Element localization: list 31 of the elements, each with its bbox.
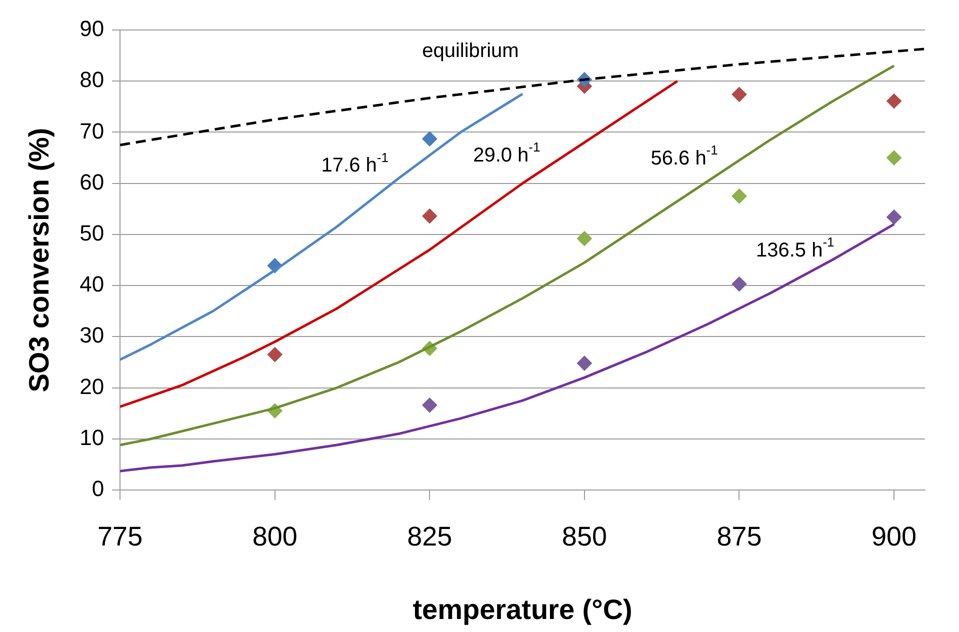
point	[732, 276, 747, 292]
y-tick-label: 20	[80, 374, 104, 399]
y-tick-label: 70	[80, 118, 104, 144]
y-tick-label: 30	[80, 322, 104, 348]
y-tick-label: 10	[80, 424, 104, 450]
point	[576, 356, 592, 371]
x-tick-label: 800	[252, 522, 298, 552]
point	[886, 210, 902, 225]
point	[576, 231, 592, 246]
x-axis-title: temperature (°C)	[412, 594, 632, 625]
x-tick-label: 825	[407, 522, 452, 552]
series-label: equilibrium	[422, 40, 519, 62]
point	[422, 398, 438, 413]
y-tick-label: 90	[80, 16, 104, 42]
x-tick-label: 850	[562, 522, 607, 552]
point	[886, 94, 902, 109]
y-tick-label: 60	[80, 169, 104, 194]
y-tick-label: 80	[80, 67, 104, 92]
x-tick-label: 900	[872, 522, 917, 552]
point	[732, 86, 747, 102]
y-tick-label: 40	[80, 272, 104, 297]
x-tick-label: 775	[98, 522, 143, 552]
point	[422, 131, 438, 146]
point	[732, 188, 747, 204]
point	[886, 150, 902, 166]
y-axis-title: SO3 conversion (%)	[24, 128, 55, 392]
point	[422, 208, 438, 224]
y-tick-label: 50	[80, 220, 104, 246]
point	[267, 347, 282, 362]
y-tick-label: 0	[92, 476, 104, 502]
x-tick-label: 875	[716, 522, 762, 552]
